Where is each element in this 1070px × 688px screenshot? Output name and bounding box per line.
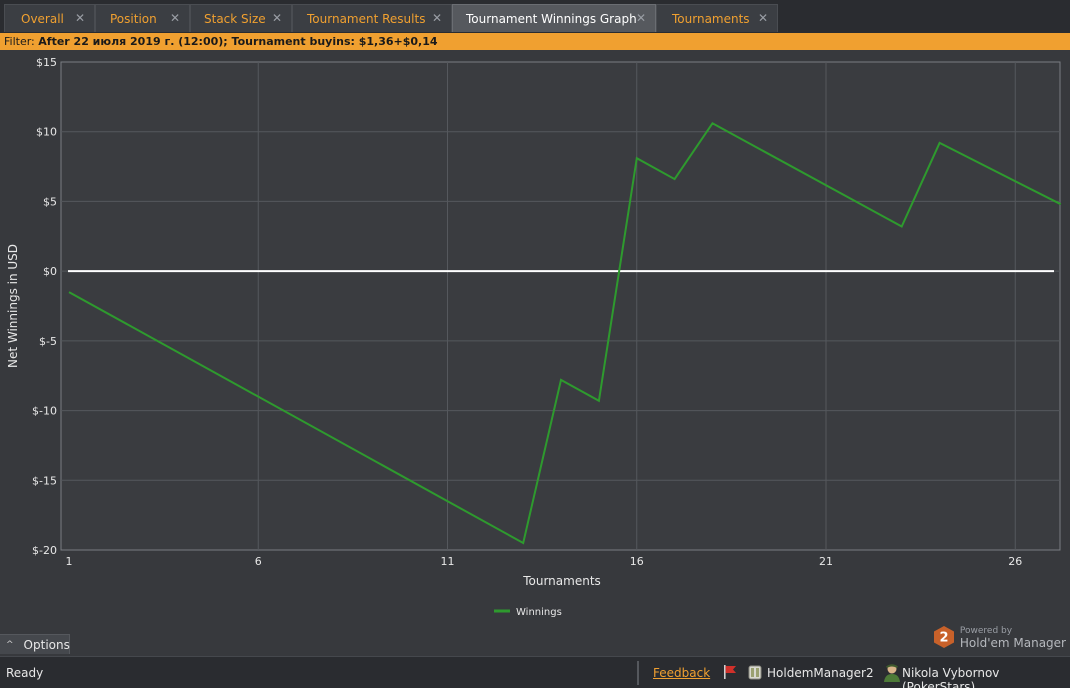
tab-label: Tournament Winnings Graph (466, 11, 637, 26)
x-tick-label: 6 (255, 555, 262, 568)
filter-text: After 22 июля 2019 г. (12:00); Tournamen… (38, 35, 438, 48)
tick-labels: $15$10$5$0$-5$-10$-15$-201 6 11 16 21 26 (32, 56, 1022, 568)
tab-label: Overall (21, 11, 64, 26)
y-tick-label: $-10 (32, 405, 57, 418)
status-bar: Ready Feedback HoldemManager2 Nikola Vyb… (0, 656, 1070, 688)
close-icon[interactable]: ✕ (431, 11, 442, 25)
tab-label: Tournament Results (307, 11, 426, 26)
y-tick-label: $-15 (32, 474, 57, 487)
status-text: Ready (6, 666, 44, 680)
logo-text: 2 (939, 631, 948, 646)
series-line-winnings (68, 121, 1062, 545)
brand-badge: 2 Powered by Hold'em Manager (933, 625, 1066, 649)
flag-icon[interactable] (722, 664, 738, 680)
filter-prefix: Filter: (4, 35, 35, 48)
product-name: Hold'em Manager (959, 636, 1066, 650)
y-tick-label: $10 (36, 126, 57, 139)
y-tick-label: $0 (43, 265, 57, 278)
chart-svg: $15$10$5$0$-5$-10$-15$-201 6 11 16 21 26 Tour… (6, 56, 1062, 618)
user-avatar-icon (884, 664, 900, 682)
x-tick-label: 26 (1008, 555, 1022, 568)
database-icon (748, 665, 762, 680)
tab-tournament-results[interactable]: Tournament Results ✕ (292, 4, 452, 32)
tab-bar: Overall ✕ Position ✕ Stack Size ✕ Tourna… (0, 0, 1070, 34)
y-axis-title: Net Winnings in USD (6, 244, 20, 368)
powered-by-text: Powered by (959, 626, 1013, 636)
chevron-up-icon: ^ (6, 639, 14, 650)
x-tick-label: 16 (630, 555, 644, 568)
legend-label: Winnings (516, 607, 562, 618)
tab-overall[interactable]: Overall ✕ (4, 4, 95, 32)
status-divider (637, 661, 639, 685)
close-icon[interactable]: ✕ (74, 11, 85, 25)
tab-tournament-winnings-graph[interactable]: Tournament Winnings Graph ✕ (452, 4, 656, 32)
tab-label: Stack Size (204, 11, 266, 26)
hm2-logo-icon: 2 (933, 626, 954, 648)
x-tick-label: 11 (441, 555, 455, 568)
close-icon[interactable]: ✕ (635, 11, 646, 25)
close-icon[interactable]: ✕ (169, 11, 180, 25)
winnings-chart: $15 $10 $5 $0 $-5 $-10 $-15 $-20 1 6 11 16 21 26 Tour… (0, 50, 1070, 656)
plot-frame (60, 61, 1061, 551)
y-tick-label: $5 (43, 195, 57, 208)
close-icon[interactable]: ✕ (271, 11, 282, 25)
filter-bar: Filter: After 22 июля 2019 г. (12:00); T… (0, 33, 1070, 50)
tab-label: Tournaments (672, 11, 750, 26)
x-tick-label: 1 (66, 555, 73, 568)
y-tick-label: $-20 (32, 544, 57, 557)
tab-label: Position (110, 11, 157, 26)
feedback-link[interactable]: Feedback (653, 666, 711, 680)
x-axis-title: Tournaments (522, 574, 601, 588)
close-icon[interactable]: ✕ (757, 11, 768, 25)
tab-stack-size[interactable]: Stack Size ✕ (190, 4, 292, 32)
series-points (68, 123, 1061, 544)
y-tick-label: $15 (36, 56, 57, 69)
player-name[interactable]: Nikola Vybornov (PokerStars) (902, 666, 1000, 688)
tab-position[interactable]: Position ✕ (95, 4, 190, 32)
options-label: Options (23, 637, 70, 652)
y-tick-label: $-5 (39, 335, 57, 348)
database-name[interactable]: HoldemManager2 (767, 666, 874, 680)
options-button[interactable]: ^ Options (0, 634, 70, 654)
x-tick-label: 21 (819, 555, 833, 568)
tab-tournaments[interactable]: Tournaments ✕ (656, 4, 778, 32)
legend: Winnings (494, 607, 562, 618)
